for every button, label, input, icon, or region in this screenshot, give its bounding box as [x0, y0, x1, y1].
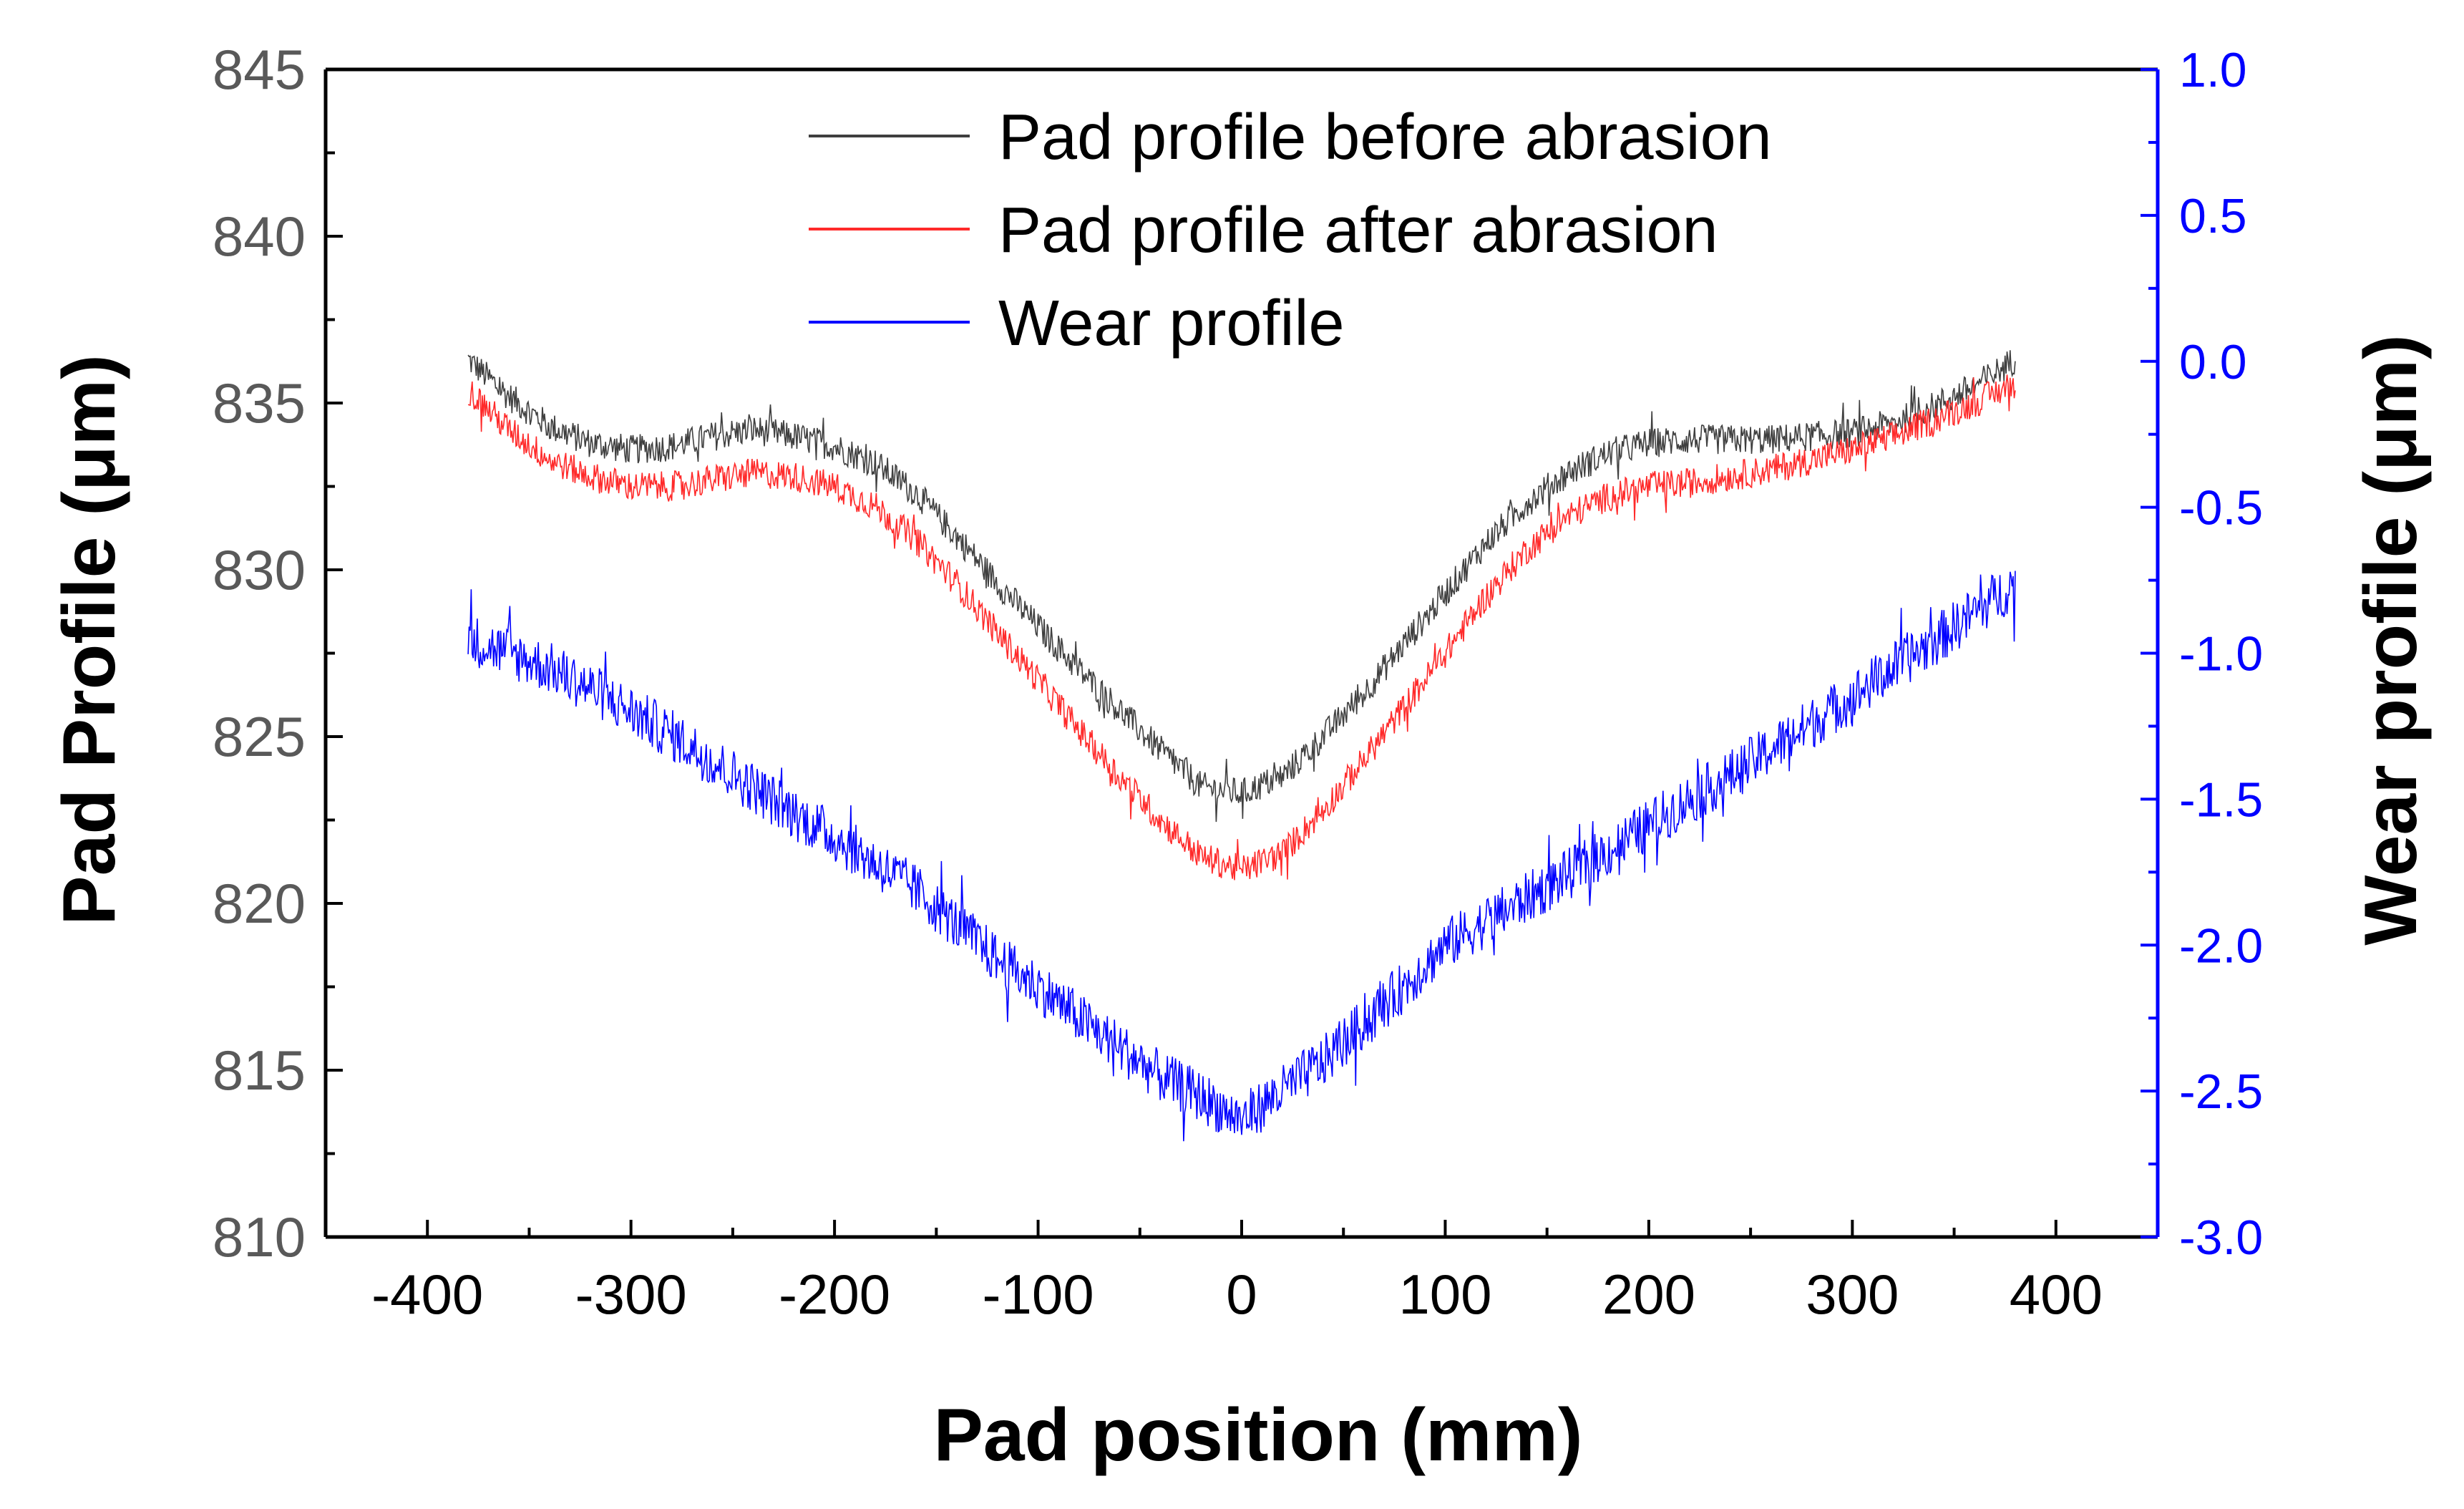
right-tick-label: 1.0 [2179, 43, 2247, 97]
right-axis-title: Wear profile (μm) [2349, 334, 2433, 945]
series-line-wear-profile [467, 571, 2016, 1142]
x-tick-label: 0 [1226, 1263, 1257, 1326]
tick-layer: -400 -300 -200 -100 0 100 200 300 400 810 815 820 82… [213, 38, 2263, 1326]
left-tick-label: 830 [213, 538, 306, 601]
x-tick-label: 200 [1602, 1263, 1695, 1326]
legend-label-after: Pad profile after abrasion [998, 195, 1718, 266]
left-tick-label: 840 [213, 205, 306, 268]
right-tick-label: -3.0 [2179, 1210, 2263, 1265]
series-line-pad-profile-before-abrasion [467, 350, 2016, 823]
left-tick-label: 820 [213, 872, 306, 935]
x-tick-label: 300 [1806, 1263, 1899, 1326]
right-tick-label: 0.5 [2179, 189, 2247, 243]
x-axis-title: Pad position (mm) [933, 1394, 1582, 1477]
legend-label-wear: Wear profile [998, 288, 1345, 359]
x-tick-label: -300 [575, 1263, 687, 1326]
legend-label-before: Pad profile before abrasion [998, 102, 1772, 173]
right-tick-label: -1.5 [2179, 772, 2263, 827]
legend: Pad profile before abrasion Pad profile … [809, 102, 1772, 359]
x-tick-label: 400 [2010, 1263, 2103, 1326]
left-tick-label: 835 [213, 372, 306, 435]
x-tick-label: 100 [1398, 1263, 1491, 1326]
left-tick-label: 825 [213, 705, 306, 768]
right-tick-label: 0.0 [2179, 335, 2247, 389]
left-axis-title: Pad Profile (μm) [48, 354, 131, 926]
left-tick-label: 815 [213, 1039, 306, 1102]
left-tick-label: 810 [213, 1205, 306, 1268]
right-tick-label: -2.0 [2179, 918, 2263, 973]
series-line-pad-profile-after-abrasion [467, 374, 2016, 880]
right-tick-label: -0.5 [2179, 481, 2263, 535]
x-tick-label: -100 [982, 1263, 1094, 1326]
right-tick-label: -1.0 [2179, 627, 2263, 681]
left-tick-label: 845 [213, 38, 306, 101]
x-tick-label: -200 [779, 1263, 890, 1326]
series-layer [467, 350, 2016, 1142]
x-tick-label: -400 [371, 1263, 483, 1326]
right-tick-label: -2.5 [2179, 1064, 2263, 1119]
